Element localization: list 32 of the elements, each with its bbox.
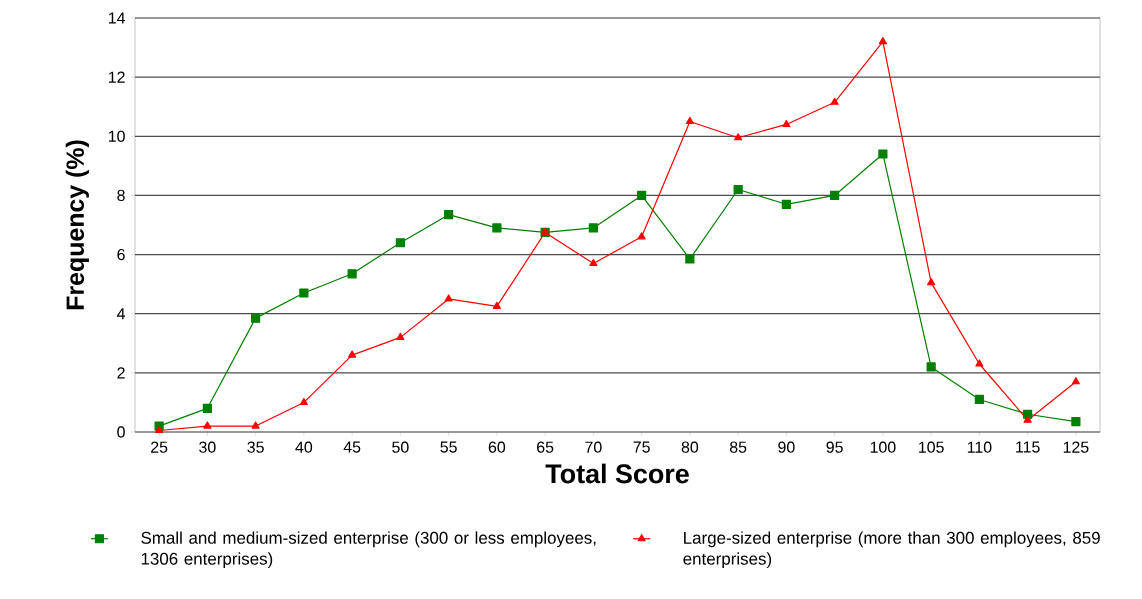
x-tick-label: 110 [967,441,992,453]
x-tick-label: 40 [295,441,313,453]
x-tick-label: 115 [1016,441,1040,453]
y-tick-label: 14 [108,12,126,24]
y-axis-title: Frequency (%) [65,140,89,310]
y-tick-label: 8 [117,189,125,202]
x-tick-label: 95 [826,441,843,453]
x-tick-label: 70 [585,441,602,453]
x-tick-label: 75 [633,441,650,453]
y-tick-label: 4 [116,308,126,320]
x-axis-title: Total Score [545,463,689,484]
y-tick-label: 6 [117,248,125,261]
x-tick-label: 80 [681,441,699,453]
x-tick-label: 60 [488,441,506,453]
x-tick-label: 50 [392,441,409,453]
x-tick-label: 125 [1063,441,1089,453]
legend-label: Large-sized enterprise (more than 300 employees, 859 enterprises) [683,531,1100,569]
y-tick-label: 0 [117,426,125,438]
x-tick-label: 100 [870,441,896,453]
y-tick-label: 10 [108,130,125,142]
x-tick-label: 25 [151,441,168,453]
x-tick-label: 105 [919,441,944,453]
y-tick-label: 12 [108,71,125,83]
y-tick-label: 2 [117,367,125,379]
x-tick-label: 45 [343,441,361,453]
x-tick-label: 30 [199,441,216,453]
x-tick-label: 85 [729,441,747,453]
x-tick-label: 55 [440,441,457,453]
x-tick-label: 90 [778,441,795,453]
x-tick-label: 65 [537,441,554,453]
legend-label: Small and medium-sized enterprise (300 or less employees, 1306 enterprises) [141,531,596,569]
x-tick-label: 35 [247,441,264,453]
